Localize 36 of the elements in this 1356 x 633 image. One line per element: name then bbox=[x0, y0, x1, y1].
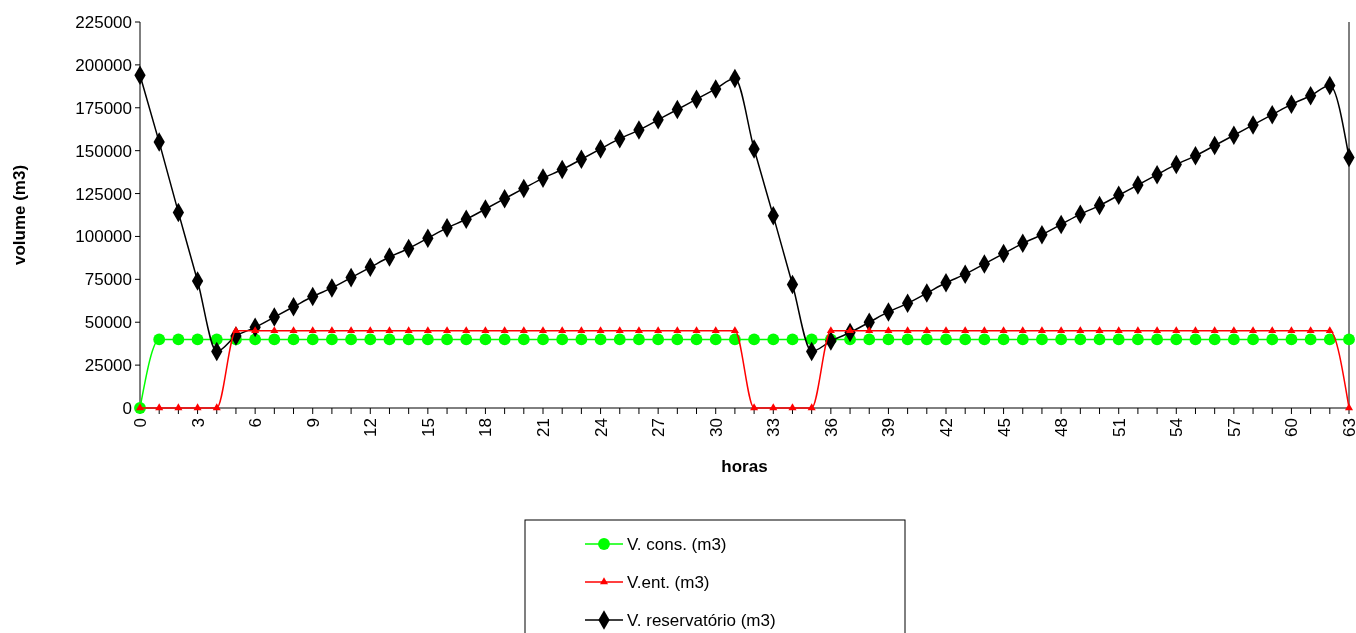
x-tick-label: 36 bbox=[821, 418, 841, 437]
x-tick-label: 0 bbox=[130, 418, 150, 428]
x-tick-label: 63 bbox=[1339, 418, 1356, 437]
x-tick-label: 48 bbox=[1052, 418, 1072, 437]
x-tick-label: 21 bbox=[533, 418, 553, 437]
y-tick-label: 200000 bbox=[75, 55, 132, 75]
x-tick-label: 60 bbox=[1282, 418, 1302, 437]
x-tick-label: 54 bbox=[1167, 418, 1187, 437]
y-tick-label: 175000 bbox=[75, 98, 132, 118]
x-tick-label: 15 bbox=[418, 418, 438, 437]
legend-label: V.ent. (m3) bbox=[627, 572, 710, 592]
x-tick-label: 6 bbox=[246, 418, 266, 428]
x-tick-label: 27 bbox=[649, 418, 669, 437]
x-tick-label: 30 bbox=[706, 418, 726, 437]
y-tick-label: 125000 bbox=[75, 184, 132, 204]
x-tick-label: 57 bbox=[1224, 418, 1244, 437]
x-tick-label: 18 bbox=[476, 418, 496, 437]
y-tick-label: 25000 bbox=[84, 356, 132, 376]
x-tick-label: 33 bbox=[764, 418, 784, 437]
x-axis-title: horas bbox=[721, 457, 768, 476]
y-tick-label: 50000 bbox=[84, 313, 132, 333]
x-tick-label: 51 bbox=[1109, 418, 1129, 437]
x-tick-label: 39 bbox=[879, 418, 899, 437]
x-tick-label: 9 bbox=[303, 418, 323, 428]
x-tick-label: 12 bbox=[361, 418, 381, 437]
x-tick-label: 42 bbox=[936, 418, 956, 437]
y-tick-label: 100000 bbox=[75, 227, 132, 247]
x-tick-label: 24 bbox=[591, 418, 611, 437]
y-tick-label: 150000 bbox=[75, 141, 132, 161]
y-axis-title: volume (m3) bbox=[10, 164, 29, 266]
y-tick-label: 225000 bbox=[75, 12, 132, 32]
legend-label: V. reservatório (m3) bbox=[627, 610, 776, 630]
x-tick-label: 3 bbox=[188, 418, 208, 428]
legend-label: V. cons. (m3) bbox=[627, 534, 727, 554]
x-tick-label: 45 bbox=[994, 418, 1014, 437]
y-tick-label: 75000 bbox=[84, 270, 132, 290]
